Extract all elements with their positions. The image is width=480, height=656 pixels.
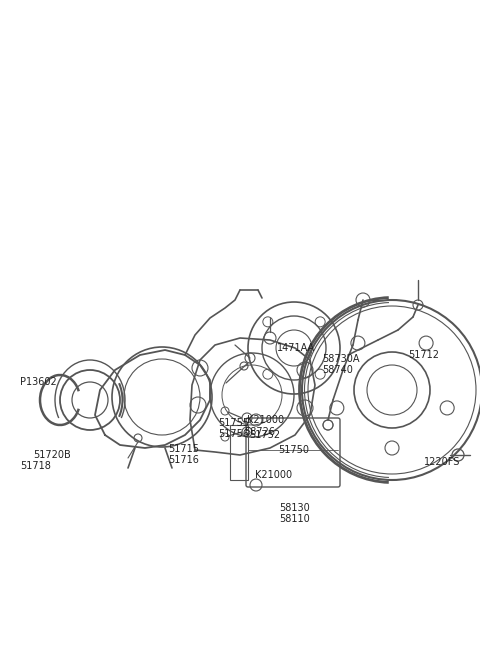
- Text: K21000: K21000: [255, 470, 292, 480]
- Text: K21000: K21000: [247, 415, 284, 425]
- Text: 58110: 58110: [279, 514, 310, 524]
- Bar: [230, 425, 248, 480]
- Text: 51720B: 51720B: [33, 450, 71, 460]
- Text: P13602: P13602: [20, 377, 57, 387]
- Text: 58740: 58740: [322, 365, 353, 375]
- Text: 51712: 51712: [408, 350, 439, 360]
- Text: 1471AA: 1471AA: [277, 343, 315, 353]
- Text: 58730A: 58730A: [322, 354, 360, 364]
- Text: 58726: 58726: [244, 427, 275, 437]
- Text: 51750: 51750: [278, 445, 309, 455]
- Text: 51756: 51756: [218, 429, 249, 439]
- Text: 51718: 51718: [20, 461, 51, 471]
- Text: 51716: 51716: [168, 455, 199, 465]
- Text: 1220FS: 1220FS: [424, 457, 460, 467]
- Text: 58130: 58130: [279, 503, 310, 513]
- Text: 51755: 51755: [218, 418, 249, 428]
- Text: 51715: 51715: [168, 444, 199, 454]
- Text: 51752: 51752: [249, 430, 280, 440]
